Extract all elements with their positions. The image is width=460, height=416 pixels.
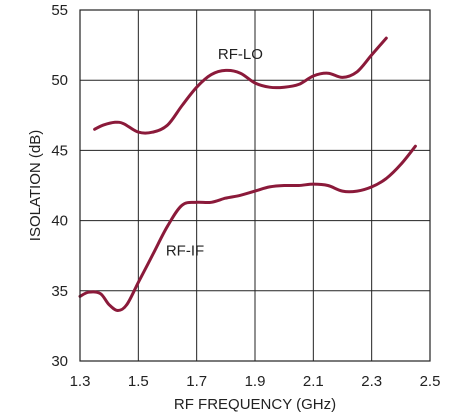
series-label-rf-lo: RF-LO (218, 46, 263, 63)
y-tick-label: 55 (51, 2, 68, 19)
x-tick-label: 2.3 (361, 373, 382, 390)
x-axis-title: RF FREQUENCY (GHz) (174, 396, 336, 413)
series-label-rf-if: RF-IF (166, 243, 204, 260)
series-line-rf-if (78, 144, 417, 312)
x-tick-label: 1.5 (128, 373, 149, 390)
x-tick-label: 2.5 (420, 373, 441, 390)
series-labels: RF-LO RF-IF (166, 46, 263, 260)
plot-frame (79, 9, 431, 362)
y-tick-label: 50 (51, 72, 68, 89)
y-tick-label: 35 (51, 283, 68, 300)
y-tick-label: 45 (51, 142, 68, 159)
x-tick-label: 1.9 (245, 373, 266, 390)
y-tick-label: 40 (51, 213, 68, 230)
x-tick-label: 1.7 (186, 373, 207, 390)
y-tick-label: 30 (51, 353, 68, 370)
series-line-rf-lo (93, 36, 388, 135)
tick-labels: 1.3 1.5 1.7 1.9 2.1 2.3 2.5 30 35 40 45 50 55 (51, 2, 440, 390)
x-tick-label: 2.1 (303, 373, 324, 390)
series-lines (78, 36, 417, 312)
y-axis-title: ISOLATION (dB) (27, 130, 44, 241)
x-tick-label: 1.3 (70, 373, 91, 390)
